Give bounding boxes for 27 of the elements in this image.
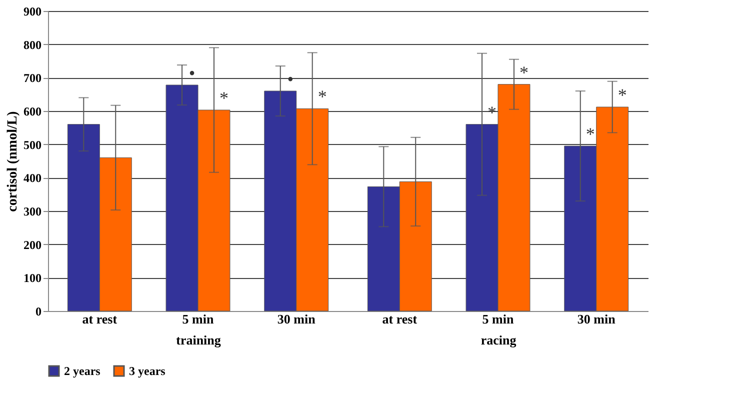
legend-label: 2 years [64,364,101,378]
y-tick-label: 500 [24,138,42,152]
y-tick-label: 700 [24,71,42,86]
x-tick-label: 5 min [482,312,514,326]
y-tick-label: 0 [36,304,42,318]
data-label: * [318,86,327,107]
x-tick-label: 30 min [277,312,316,326]
y-tick-label: 100 [24,271,42,286]
y-axis-title: cortisol (nmol/L) [6,110,20,212]
data-label: * [219,88,228,108]
data-label: * [519,62,528,82]
data-label: * [618,85,627,105]
y-tick-label: 400 [24,171,42,186]
legend-label: 3 years [129,364,166,378]
x-tick-label: 30 min [577,312,616,326]
y-tick-label: 200 [24,238,42,252]
x-tick-label: at rest [82,312,118,326]
x-axis-title: racing [480,332,517,348]
x-tick-label: 5 min [182,312,214,326]
y-tick-label: 800 [24,38,42,52]
y-tick-label: 900 [24,4,42,18]
y-tick-label: 300 [24,204,42,218]
x-tick-label: at rest [382,312,418,326]
y-tick-label: 600 [24,104,42,118]
x-axis-title: training [176,332,222,348]
data-label: • [188,63,196,83]
data-label: * [586,124,595,144]
